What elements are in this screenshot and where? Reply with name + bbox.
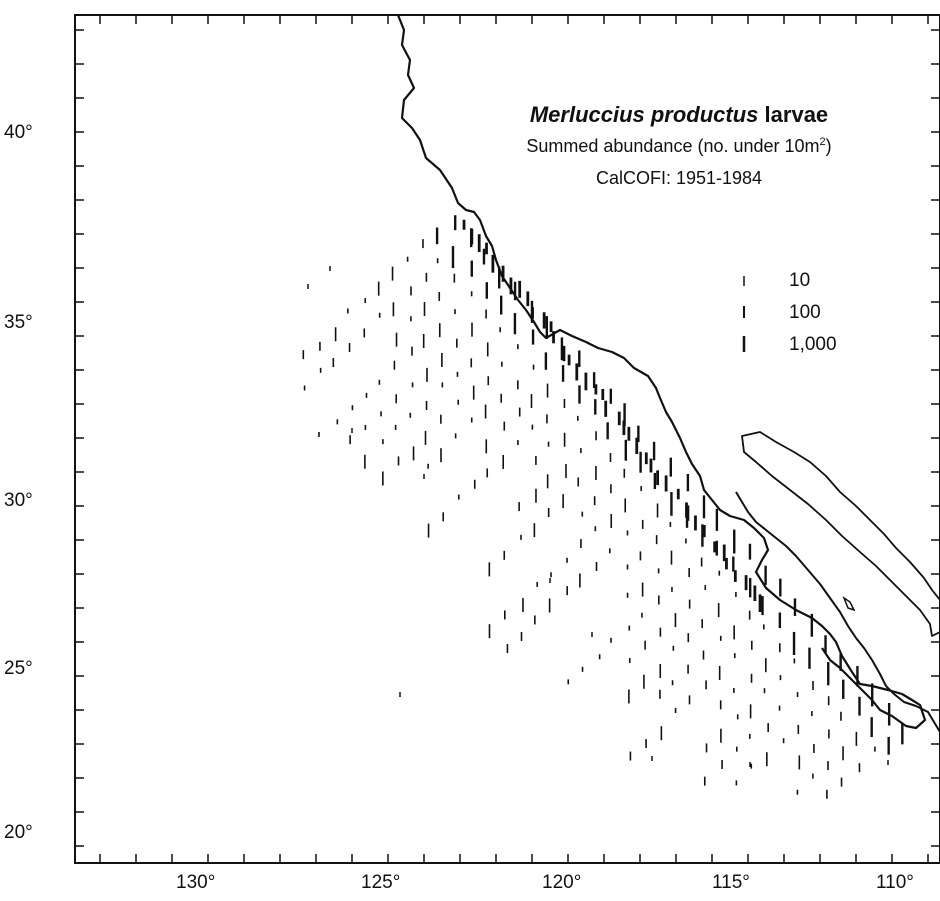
gulf-of-california: [741, 431, 940, 637]
california-coastline: [396, 14, 927, 730]
legend-label-100: 100: [789, 302, 821, 323]
lon-label-130: 130°: [176, 872, 216, 893]
map-title: Merluccius productus larvae: [420, 100, 938, 130]
subtitle-end: ): [825, 136, 832, 156]
survey-label: CalCOFI: 1951-1984: [595, 168, 763, 188]
legend-label-1000: 1,000: [789, 334, 837, 355]
mainland-mexico-coastline: [735, 491, 940, 733]
map-title-block: Merluccius productus larvae Summed abund…: [420, 100, 938, 194]
lat-label-40: 40°: [4, 122, 33, 143]
lat-label-20: 20°: [4, 822, 33, 843]
subtitle-superscript: 2: [819, 136, 826, 148]
station-marks: [302, 215, 904, 799]
title-suffix: larvae: [764, 102, 829, 127]
lat-label-25: 25°: [4, 658, 33, 679]
lon-label-120: 120°: [542, 872, 582, 893]
lon-label-125: 125°: [361, 872, 401, 893]
legend-label-10: 10: [789, 270, 811, 291]
species-name: Merluccius productus: [529, 102, 759, 127]
island: [842, 596, 856, 612]
lat-label-30: 30°: [4, 490, 33, 511]
map-subtitle: Summed abundance (no. under 10m2): [420, 130, 938, 162]
lat-label-35: 35°: [4, 312, 33, 333]
subtitle-main: Summed abundance (no. under 10m: [526, 136, 820, 156]
lon-label-110: 110°: [876, 872, 914, 893]
map-frame: [74, 14, 940, 864]
axis-ticks: [75, 15, 940, 863]
lon-label-115: 115°: [712, 872, 750, 893]
